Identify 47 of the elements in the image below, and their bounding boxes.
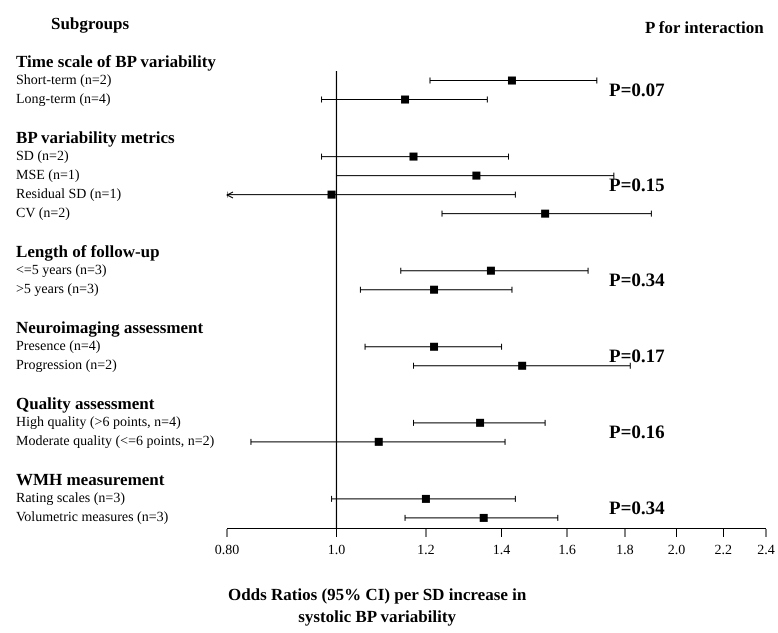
point <box>476 418 484 427</box>
x-tick-label: 2.0 <box>668 543 686 558</box>
x-tick-label: 2.2 <box>714 543 732 558</box>
y-tick-label: Time scale of BP variability <box>16 52 216 71</box>
point <box>486 266 495 275</box>
y-tick-label: <=5 years (n=3) <box>16 263 107 278</box>
y-tick-label: Progression (n=2) <box>16 358 118 373</box>
x-tick-label: 1.8 <box>616 543 634 558</box>
y-tick-label: Residual SD (n=1) <box>16 187 122 202</box>
text: Subgroups <box>51 14 130 33</box>
text: P for interaction <box>645 18 764 37</box>
y-tick-label: WMH measurement <box>16 470 165 489</box>
y-tick-label: Long-term (n=4) <box>16 92 111 107</box>
x-tick-label: 2.4 <box>757 543 775 558</box>
x-axis-title: Odds Ratios (95% CI) per SD increase in systolic BP variability <box>228 585 527 626</box>
point <box>480 514 488 522</box>
y-tick-label: Short-term (n=2) <box>16 73 112 88</box>
y-tick-label: Presence (n=4) <box>16 339 101 354</box>
annotation: P=0.34 <box>609 270 666 291</box>
y-tick-label: Quality assessment <box>16 394 155 413</box>
x-tick-label: 1.4 <box>492 543 510 558</box>
y-tick-label: >5 years (n=3) <box>16 282 99 297</box>
annotation: P=0.16 <box>609 422 665 443</box>
y-tick-label: BP variability metrics <box>16 128 176 147</box>
annotation: P=0.17 <box>609 346 666 367</box>
x-tick-label: 1.6 <box>558 543 576 558</box>
y-tick-label: High quality (>6 points, n=4) <box>16 415 182 430</box>
point <box>422 494 430 503</box>
y-tick-label: MSE (n=1) <box>16 168 80 183</box>
point <box>430 342 438 351</box>
y-tick-label: Moderate quality (<=6 points, n=2) <box>16 434 215 449</box>
y-tick-label: Length of follow-up <box>16 242 160 261</box>
point <box>472 172 480 180</box>
x-tick-label: 1.0 <box>328 543 346 558</box>
annotation: P=0.34 <box>609 498 666 519</box>
y-tick-label: Volumetric measures (n=3) <box>16 510 169 525</box>
point <box>410 152 418 161</box>
x-tick-label: 0.80 <box>214 543 240 558</box>
y-tick-label: Neuroimaging assessment <box>16 318 204 337</box>
point <box>401 96 410 104</box>
annotation: P=0.15 <box>609 175 665 196</box>
point <box>430 286 438 294</box>
y-tick-label: CV (n=2) <box>16 206 70 221</box>
y-tick-label: Rating scales (n=3) <box>16 491 126 506</box>
y-tick-label: SD (n=2) <box>16 149 69 164</box>
x-tick-label: 1.2 <box>417 543 435 558</box>
annotation: P=0.07 <box>609 80 666 101</box>
